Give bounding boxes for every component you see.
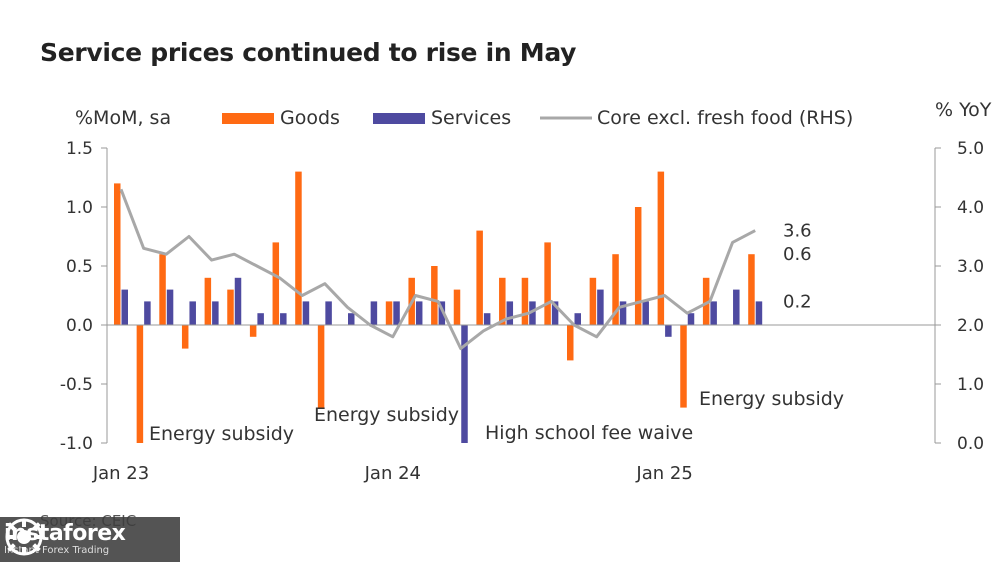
services-bar xyxy=(755,301,763,325)
left-axis-tick-label: 1.5 xyxy=(66,139,93,159)
x-axis-tick-label: Jan 23 xyxy=(92,463,149,484)
services-bar xyxy=(280,313,287,325)
watermark-tagline: Instant Forex Trading xyxy=(4,544,110,556)
goods-bar xyxy=(748,254,755,325)
services-bar xyxy=(642,301,649,325)
goods-bar xyxy=(295,171,302,325)
services-bar xyxy=(461,325,468,443)
left-axis-tick-label: 1.0 xyxy=(66,198,93,218)
right-axis-tick-label: 5.0 xyxy=(957,139,984,159)
right-axis-tick-label: 2.0 xyxy=(957,316,984,336)
services-bar xyxy=(121,289,128,325)
right-axis-tick-label: 4.0 xyxy=(957,198,984,218)
annotation-label: Energy subsidy xyxy=(314,404,459,426)
right-axis-tick-label: 1.0 xyxy=(957,375,984,395)
legend-services-swatch xyxy=(373,113,425,124)
x-axis-tick-label: Jan 24 xyxy=(364,463,421,484)
goods-bar xyxy=(499,277,506,325)
services-bar xyxy=(144,301,151,325)
left-axis-tick-label: 0.0 xyxy=(66,316,93,336)
services-bar xyxy=(529,301,536,325)
goods-bar xyxy=(204,277,212,325)
goods-bar xyxy=(317,325,325,408)
services-bar xyxy=(710,301,717,325)
goods-bar xyxy=(657,171,665,325)
value-label: 3.6 xyxy=(783,221,812,242)
services-bar xyxy=(234,277,242,325)
services-bar xyxy=(665,325,672,337)
goods-bar xyxy=(680,325,687,408)
annotation-label: Energy subsidy xyxy=(149,423,294,445)
goods-bar xyxy=(136,325,144,443)
chart: Goods Services Core excl. fresh food (RH… xyxy=(60,99,992,484)
left-axis-label: %MoM, sa xyxy=(75,107,171,129)
services-bar xyxy=(483,313,491,325)
legend: Goods Services Core excl. fresh food (RH… xyxy=(222,107,853,129)
services-bar xyxy=(506,301,514,325)
goods-bar xyxy=(702,277,710,325)
goods-bar xyxy=(612,254,619,325)
services-bar xyxy=(415,301,423,325)
core-line xyxy=(119,188,756,351)
watermark: instaforex Instant Forex Trading xyxy=(0,517,180,562)
services-bar xyxy=(597,289,604,325)
services-bar xyxy=(257,313,264,325)
goods-bar xyxy=(521,277,529,325)
right-axis-label: % YoY xyxy=(935,99,992,121)
goods-bar xyxy=(114,183,121,325)
services-bar xyxy=(619,301,627,325)
legend-services-label: Services xyxy=(431,107,511,129)
goods-bar xyxy=(227,289,234,325)
value-label: 0.6 xyxy=(783,244,812,265)
goods-bar xyxy=(272,242,280,325)
services-bar xyxy=(393,301,400,325)
chart-title: Service prices continued to rise in May xyxy=(40,38,577,67)
legend-goods-swatch xyxy=(222,113,274,124)
goods-bar xyxy=(567,325,574,361)
goods-bar xyxy=(453,289,461,325)
services-bar xyxy=(325,301,332,325)
services-bar xyxy=(551,301,559,325)
right-axis-tick-label: 0.0 xyxy=(957,434,984,454)
goods-bar xyxy=(544,242,551,325)
goods-bar xyxy=(249,325,257,337)
legend-core-label: Core excl. fresh food (RHS) xyxy=(597,107,853,129)
services-bar xyxy=(166,289,174,325)
services-bar xyxy=(438,301,446,325)
goods-bar xyxy=(385,301,393,325)
services-bar xyxy=(574,313,581,325)
annotation-label: Energy subsidy xyxy=(699,388,844,410)
goods-bar xyxy=(634,207,642,325)
annotation-label: High school fee waive xyxy=(485,422,693,444)
x-axis-tick-label: Jan 25 xyxy=(635,463,692,484)
services-bar xyxy=(687,313,695,325)
services-bar xyxy=(733,289,740,325)
legend-goods-label: Goods xyxy=(280,107,340,129)
goods-bar xyxy=(181,325,189,349)
services-bar xyxy=(348,313,355,325)
goods-bar xyxy=(589,277,597,325)
services-bar xyxy=(370,301,378,325)
instaforex-logo-icon xyxy=(5,518,43,556)
left-axis-tick-label: -0.5 xyxy=(60,375,93,395)
left-axis-tick-label: 0.5 xyxy=(66,257,93,277)
services-bar xyxy=(212,301,219,325)
goods-bar xyxy=(431,266,438,325)
plot-area: 1.5 1.0 0.5 0.0 -0.5 -1.0 5.0 4.0 3.0 2.0 1.0 0.0 Ja… xyxy=(60,139,984,484)
services-bar xyxy=(302,301,310,325)
goods-bar xyxy=(159,254,166,325)
value-label: 0.2 xyxy=(783,291,812,312)
right-axis-tick-label: 3.0 xyxy=(957,257,984,277)
left-axis-tick-label: -1.0 xyxy=(60,434,93,454)
services-bar xyxy=(189,301,196,325)
goods-bar xyxy=(476,230,483,325)
